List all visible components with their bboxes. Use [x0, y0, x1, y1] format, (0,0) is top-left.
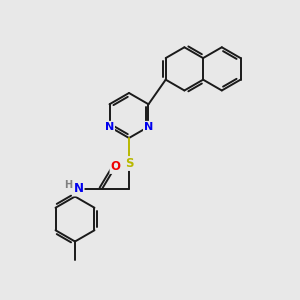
Text: S: S: [125, 157, 133, 170]
Text: N: N: [144, 122, 153, 132]
Text: H: H: [64, 180, 73, 190]
Text: N: N: [105, 122, 114, 132]
Text: O: O: [110, 160, 121, 173]
Text: N: N: [74, 182, 84, 196]
